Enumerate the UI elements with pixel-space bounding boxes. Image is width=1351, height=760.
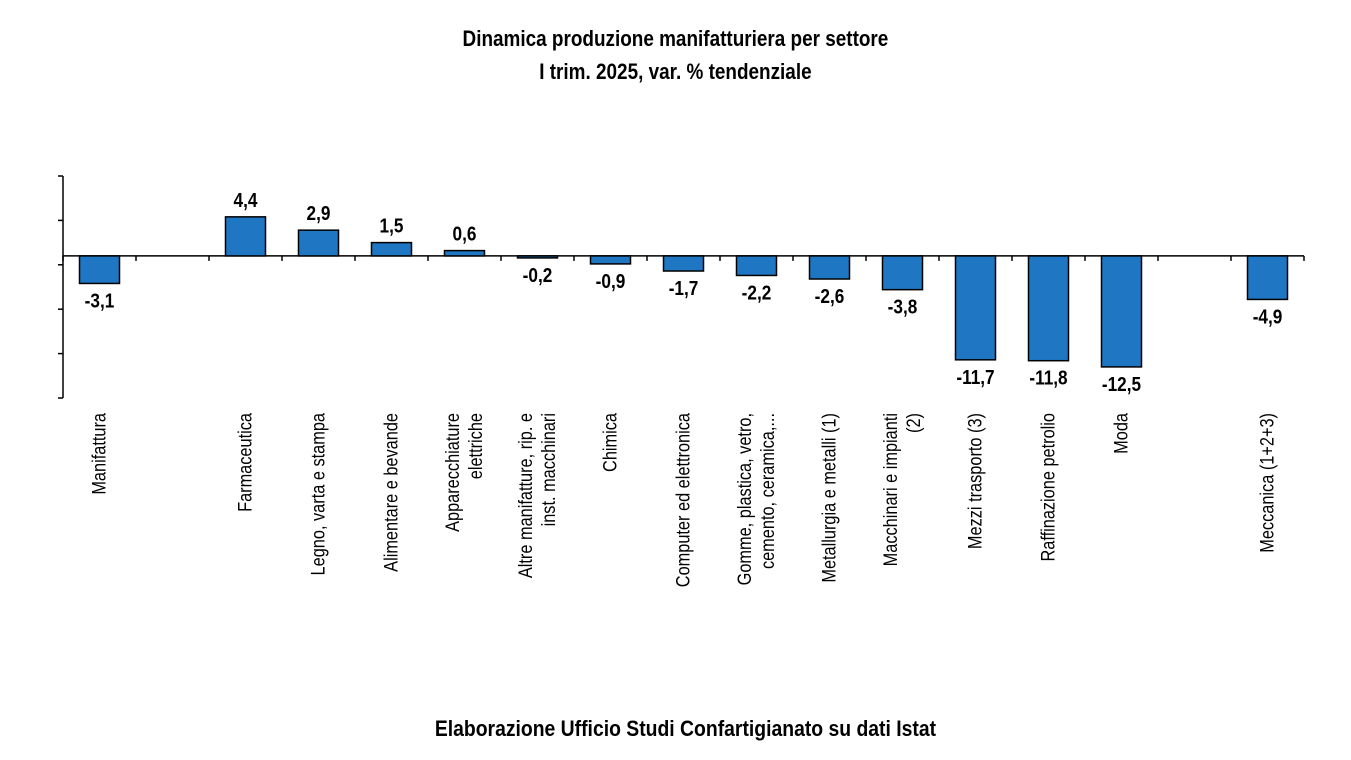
data-label: -4,9 [1253,305,1283,328]
data-label: -3,8 [888,295,918,318]
bar [516,255,559,259]
bar [78,255,121,285]
category-label: Meccanica (1+2+3) [1256,413,1277,553]
bar [954,255,997,361]
category-label: Chimica [599,413,620,472]
category-label: Mezzi trasporto (3) [964,413,985,549]
data-label: -11,7 [956,366,994,389]
data-label: -2,2 [742,281,772,304]
category-label: Apparecchiature [442,413,463,532]
bar [1027,255,1070,362]
data-label: 2,9 [307,202,331,225]
category-label: elettriche [465,413,486,479]
bar [808,255,851,280]
category-label: Farmaceutica [234,413,255,512]
category-label: Macchinari e impianti [880,413,901,566]
category-label: Computer ed elettronica [672,413,693,587]
category-label: Manifattura [88,413,109,495]
bar [662,255,705,272]
category-label: Raffinazione petrolio [1037,413,1058,562]
data-label: -3,1 [85,289,115,312]
data-label: -12,5 [1102,373,1141,396]
bar [297,229,340,257]
chart-title: Dinamica produzione manifatturiera per s… [462,26,889,51]
category-label: Gomme, plastica, vetro, [734,413,755,585]
category-label: cemento, ceramica,... [757,413,778,569]
category-label: Metallurgia e metalli (1) [818,413,839,583]
bar [443,249,486,257]
data-label: -2,6 [815,285,845,308]
category-label: Legno, varta e stampa [307,413,328,576]
bar [370,241,413,257]
chart-subtitle: I trim. 2025, var. % tendenziale [539,59,812,84]
data-label: -0,9 [596,270,626,293]
data-label: -11,8 [1029,366,1067,389]
bar [1246,255,1289,301]
category-label: Moda [1110,413,1131,454]
category-label: (2) [903,413,924,433]
data-label: 1,5 [380,214,404,237]
category-label: Alimentare e bevande [380,413,401,572]
data-label: 4,4 [234,189,258,212]
bar [881,255,924,291]
bar [224,216,267,257]
category-label: Altre manifatture, rip. e [515,413,536,578]
bar [1100,255,1143,368]
data-label: -0,2 [523,264,553,287]
bar [589,255,632,265]
source-note: Elaborazione Ufficio Studi Confartigiana… [434,716,937,741]
data-label: -1,7 [669,277,699,300]
category-label: inst. macchinari [538,413,559,526]
bar [735,255,778,277]
data-label: 0,6 [453,222,477,245]
